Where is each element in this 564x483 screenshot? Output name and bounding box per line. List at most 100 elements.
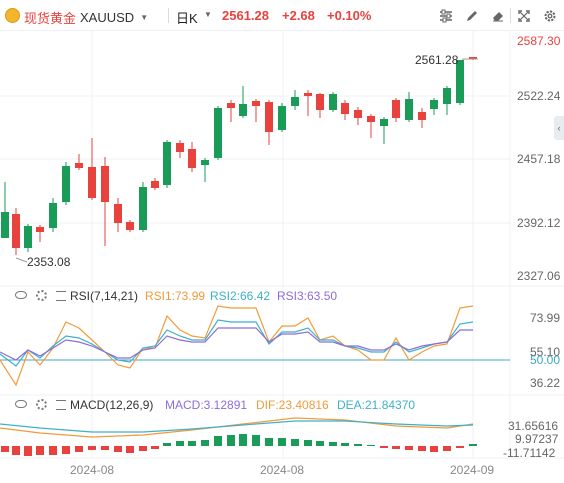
macd-bar [36, 446, 44, 455]
candle-body [88, 167, 96, 198]
macd-y-tick: 31.65616 [508, 419, 558, 433]
macd-bar [354, 444, 362, 446]
low-price-label: 2353.08 [27, 255, 71, 269]
macd-histogram [1, 434, 477, 456]
macd-bar [265, 438, 273, 446]
candle-body [126, 222, 134, 230]
y-tick-label: 2327.06 [517, 269, 561, 283]
candle-body [188, 149, 196, 168]
candle-body [114, 204, 122, 223]
gear-icon[interactable] [36, 290, 47, 301]
candle-body [252, 101, 260, 106]
macd-bar [278, 438, 286, 446]
rsi-panel[interactable]: 73.99 55.10 50.00 36.22 [0, 305, 560, 390]
draw-tool-button[interactable] [463, 7, 481, 25]
chevron-left-icon: ‹ [557, 123, 561, 133]
macd-bar [49, 446, 57, 455]
candle-body [456, 60, 464, 103]
pencil-icon [467, 11, 477, 21]
price-change: +2.68 [282, 8, 315, 23]
macd-bar [176, 441, 184, 446]
macd-bar [151, 446, 159, 449]
candle-body [139, 187, 147, 230]
candle-body [176, 143, 184, 152]
candle-body [380, 119, 388, 126]
candle-body [36, 227, 44, 232]
sidebar-toggle-button[interactable]: ‹ [554, 116, 564, 140]
dea-line [0, 420, 474, 433]
candle-body [278, 106, 286, 130]
rsi-y-tick: 55.10 [530, 345, 560, 359]
candle-body [49, 203, 57, 228]
candle-body [101, 166, 109, 202]
rsi3-value: RSI3:63.50 [277, 289, 338, 303]
current-price: 2561.28 [222, 8, 269, 23]
macd-bar [341, 443, 349, 446]
candle-body [354, 110, 362, 118]
macd-bar [443, 446, 451, 451]
macd-value: MACD:3.12891 [165, 398, 248, 412]
macd-bar [88, 446, 96, 450]
fullscreen-button[interactable] [515, 7, 533, 25]
macd-bar [316, 441, 324, 446]
y-tick-label: 2587.30 [517, 34, 561, 48]
candle-body [329, 94, 337, 110]
symbol-code: XAUUSD [80, 10, 135, 25]
macd-bar [456, 446, 464, 448]
rsi-y-tick: 73.99 [530, 311, 560, 325]
eye-icon[interactable] [15, 291, 27, 299]
macd-bar [329, 442, 337, 446]
candle-body [265, 102, 273, 132]
candle-body [163, 142, 171, 185]
candle-body [24, 226, 32, 248]
candle-body [341, 103, 349, 114]
chevron-down-icon: ▼ [204, 10, 212, 19]
macd-bar [214, 436, 222, 446]
macd-bar [380, 446, 388, 448]
candle-body [418, 112, 426, 120]
chevron-down-icon: ▼ [140, 13, 149, 22]
candle-body [62, 166, 70, 202]
main-grid [0, 31, 564, 459]
gold-coin-icon [5, 8, 20, 23]
candle-body [201, 160, 209, 165]
indicator-settings-button[interactable] [437, 7, 455, 25]
x-axis-label: 2024-08 [260, 463, 304, 477]
rsi-title: RSI(7,14,21) [70, 289, 139, 303]
macd-bar [304, 440, 312, 446]
period-selector[interactable]: 日K [176, 11, 198, 26]
low-price-marker [15, 257, 28, 263]
rsi1-line [0, 305, 474, 387]
candle-body [239, 104, 247, 116]
menu-icon[interactable] [56, 291, 66, 301]
macd-bar [418, 446, 426, 451]
candle-body [75, 163, 83, 168]
dif-value: DIF:23.40816 [256, 398, 329, 412]
eraser-button[interactable] [489, 7, 507, 25]
candle-series [1, 57, 477, 255]
macd-bar [12, 446, 20, 455]
price-change-percent: +0.10% [327, 8, 372, 23]
gear-icon [544, 10, 556, 22]
rsi2-value: RSI2:66.42 [210, 289, 271, 303]
toolbar-divider [168, 8, 169, 23]
x-axis-label: 2024-09 [450, 463, 494, 477]
macd-bar [469, 444, 477, 446]
symbol-selector[interactable]: 现货黄金 XAUUSD ▼ [24, 8, 148, 27]
macd-bar [139, 446, 147, 451]
macd-bar [405, 446, 413, 450]
candlestick-chart[interactable]: 2587.30 2522.24 2457.18 2392.12 2327.06 … [0, 31, 564, 483]
candle-body [469, 57, 477, 59]
eye-icon[interactable] [15, 400, 27, 408]
candle-body [12, 214, 20, 248]
macd-bar [392, 446, 400, 449]
gear-icon[interactable] [36, 399, 47, 410]
macd-bar [201, 440, 209, 446]
macd-bar [163, 443, 171, 446]
menu-icon[interactable] [56, 400, 66, 410]
settings-button[interactable] [541, 7, 559, 25]
dif-line [0, 417, 474, 438]
macd-panel[interactable]: 31.65616 9.97237 -11.71142 [0, 417, 559, 460]
symbol-name: 现货黄金 [24, 11, 77, 26]
